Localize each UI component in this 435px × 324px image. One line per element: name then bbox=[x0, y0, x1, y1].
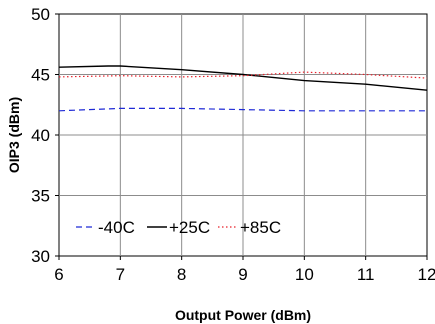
series-line-40c bbox=[58, 107, 427, 112]
y-tick-labels: 30 35 40 45 50 bbox=[31, 5, 50, 266]
x-tick-label: 10 bbox=[295, 265, 314, 284]
y-tick-label: 30 bbox=[31, 247, 50, 266]
x-axis-title: Output Power (dBm) bbox=[175, 307, 311, 323]
y-tick-label: 50 bbox=[31, 5, 50, 24]
x-tick-label: 7 bbox=[116, 265, 125, 284]
series-lines bbox=[58, 65, 428, 112]
series-line-25c bbox=[58, 65, 428, 91]
y-tick-label: 35 bbox=[31, 187, 50, 206]
y-tick-label: 40 bbox=[31, 126, 50, 145]
x-tick-label: 11 bbox=[357, 265, 375, 284]
x-tick-label: 12 bbox=[418, 265, 435, 284]
x-tick-label: 9 bbox=[238, 265, 247, 284]
x-tick-label: 8 bbox=[177, 265, 186, 284]
legend: -40C +25C +85C bbox=[76, 218, 281, 237]
legend-label: -40C bbox=[98, 218, 135, 237]
x-tick-labels: 6 7 8 9 10 11 12 bbox=[54, 265, 435, 284]
y-tick-label: 45 bbox=[31, 66, 50, 85]
series-line-85c bbox=[58, 71, 428, 79]
gridlines bbox=[55, 13, 428, 260]
y-axis-title: OIP3 (dBm) bbox=[6, 97, 22, 173]
legend-label: +25C bbox=[169, 218, 210, 237]
x-tick-label: 6 bbox=[54, 265, 63, 284]
legend-label: +85C bbox=[240, 218, 281, 237]
